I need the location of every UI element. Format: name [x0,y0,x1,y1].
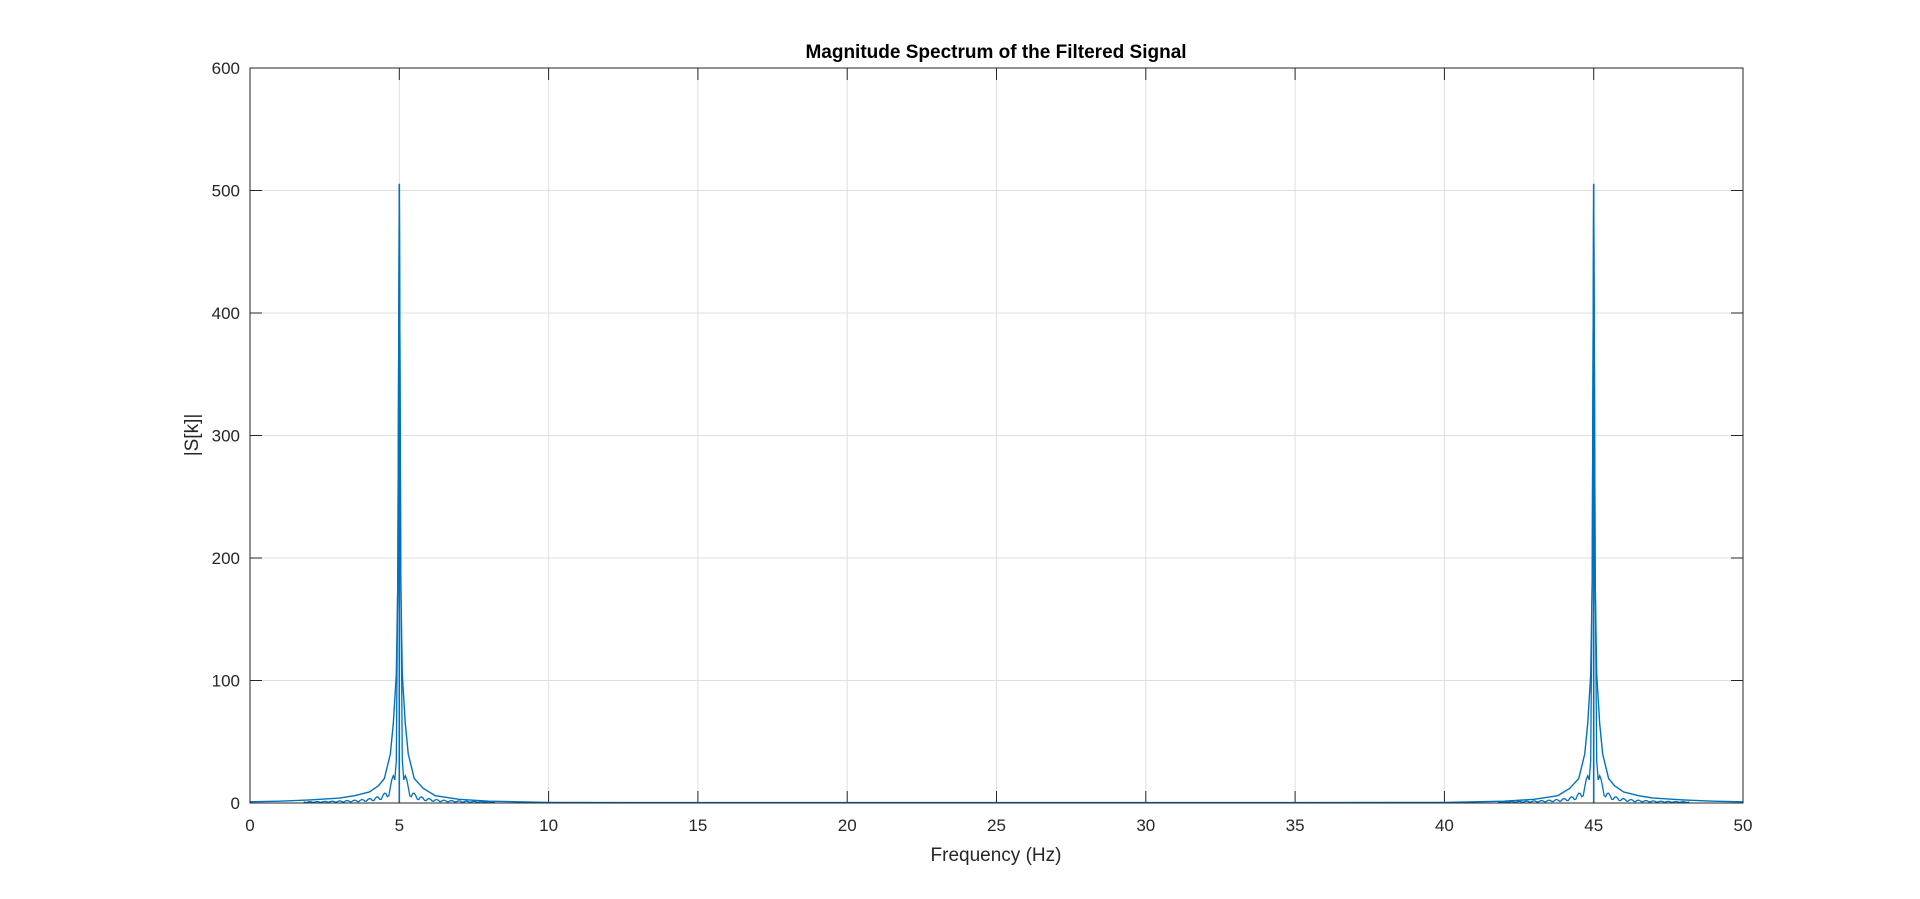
x-tick-label: 25 [987,816,1006,835]
y-tick-label: 600 [212,59,240,78]
y-axis-label: |S[k]| [182,414,203,457]
x-axis-label: Frequency (Hz) [931,845,1062,866]
x-tick-label: 5 [395,816,404,835]
y-tick-label: 300 [212,427,240,446]
x-tick-label: 50 [1734,816,1753,835]
plot-frame [249,67,1744,804]
x-tick-label: 10 [539,816,558,835]
x-tick-label: 40 [1435,816,1454,835]
x-tick-label: 15 [688,816,707,835]
x-tick-label: 30 [1136,816,1155,835]
chart-title: Magnitude Spectrum of the Filtered Signa… [805,42,1186,63]
x-tick-label: 20 [838,816,857,835]
y-tick-label: 0 [231,794,240,813]
x-tick-label: 0 [245,816,254,835]
y-tick-label: 400 [212,304,240,323]
y-tick-label: 500 [212,182,240,201]
y-tick-label: 100 [212,672,240,691]
x-tick-label: 35 [1286,816,1305,835]
x-tick-label: 45 [1584,816,1603,835]
grid-layer [250,68,1743,803]
y-tick-label: 200 [212,549,240,568]
